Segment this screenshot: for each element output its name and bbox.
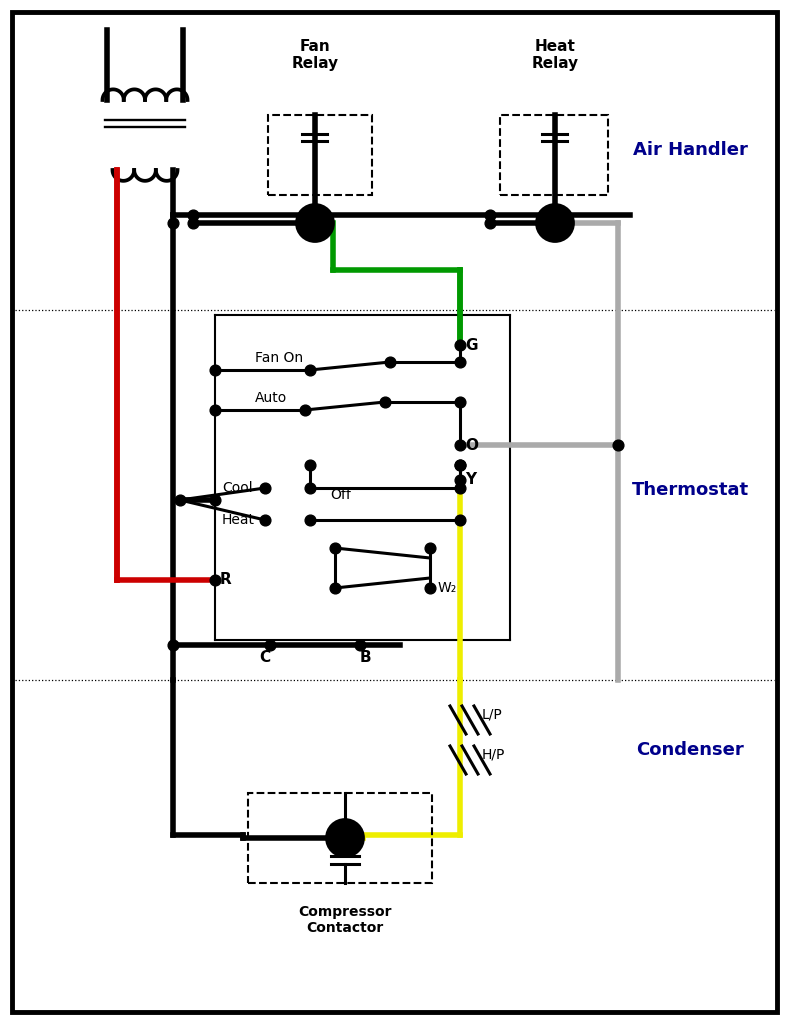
Point xyxy=(484,215,496,231)
Text: G: G xyxy=(465,338,477,352)
Point xyxy=(454,394,466,411)
Text: Y: Y xyxy=(465,472,476,487)
Point xyxy=(304,480,316,497)
Circle shape xyxy=(327,820,363,856)
Point xyxy=(454,457,466,473)
Point xyxy=(454,480,466,497)
Point xyxy=(349,829,361,846)
Text: Fan On: Fan On xyxy=(255,351,303,365)
Point xyxy=(187,207,200,223)
Text: R: R xyxy=(220,572,232,588)
Circle shape xyxy=(297,205,333,241)
Text: Compressor
Contactor: Compressor Contactor xyxy=(298,905,392,935)
Text: Off: Off xyxy=(330,488,351,502)
Point xyxy=(304,512,316,528)
Text: B: B xyxy=(359,649,371,665)
Text: Air Handler: Air Handler xyxy=(633,141,747,159)
Point xyxy=(259,480,271,497)
Point xyxy=(187,215,200,231)
Text: O: O xyxy=(465,437,478,453)
Point xyxy=(353,637,366,653)
Text: Heat: Heat xyxy=(222,513,255,527)
Point xyxy=(304,361,316,378)
Point xyxy=(208,401,221,418)
Point xyxy=(264,637,276,653)
Point xyxy=(208,361,221,378)
Text: Auto: Auto xyxy=(255,391,287,406)
Point xyxy=(454,337,466,353)
Bar xyxy=(268,115,372,195)
Text: C: C xyxy=(260,649,271,665)
Point xyxy=(329,580,342,596)
Text: Condenser: Condenser xyxy=(636,741,744,759)
Point xyxy=(166,637,179,653)
Point xyxy=(454,457,466,473)
Text: Heat
Relay: Heat Relay xyxy=(532,39,578,72)
Point xyxy=(454,437,466,454)
Text: H/P: H/P xyxy=(482,748,506,762)
Point xyxy=(166,215,179,231)
Bar xyxy=(248,793,432,883)
Point xyxy=(484,207,496,223)
Text: Thermostat: Thermostat xyxy=(631,481,749,499)
Text: Cool: Cool xyxy=(222,481,252,495)
Point xyxy=(424,540,436,556)
Bar xyxy=(500,115,608,195)
Circle shape xyxy=(537,205,573,241)
Point xyxy=(454,354,466,371)
Point xyxy=(208,492,221,508)
Point xyxy=(424,580,436,596)
Point xyxy=(379,394,391,411)
Text: Fan
Relay: Fan Relay xyxy=(291,39,338,72)
Point xyxy=(611,437,624,454)
Point xyxy=(329,540,342,556)
Point xyxy=(304,457,316,473)
Point xyxy=(299,401,312,418)
Point xyxy=(259,512,271,528)
Point xyxy=(454,512,466,528)
Point xyxy=(383,354,396,371)
Point xyxy=(208,571,221,588)
Text: W₂: W₂ xyxy=(438,581,458,595)
Point xyxy=(454,472,466,488)
Point xyxy=(174,492,186,508)
Text: L/P: L/P xyxy=(482,708,503,722)
